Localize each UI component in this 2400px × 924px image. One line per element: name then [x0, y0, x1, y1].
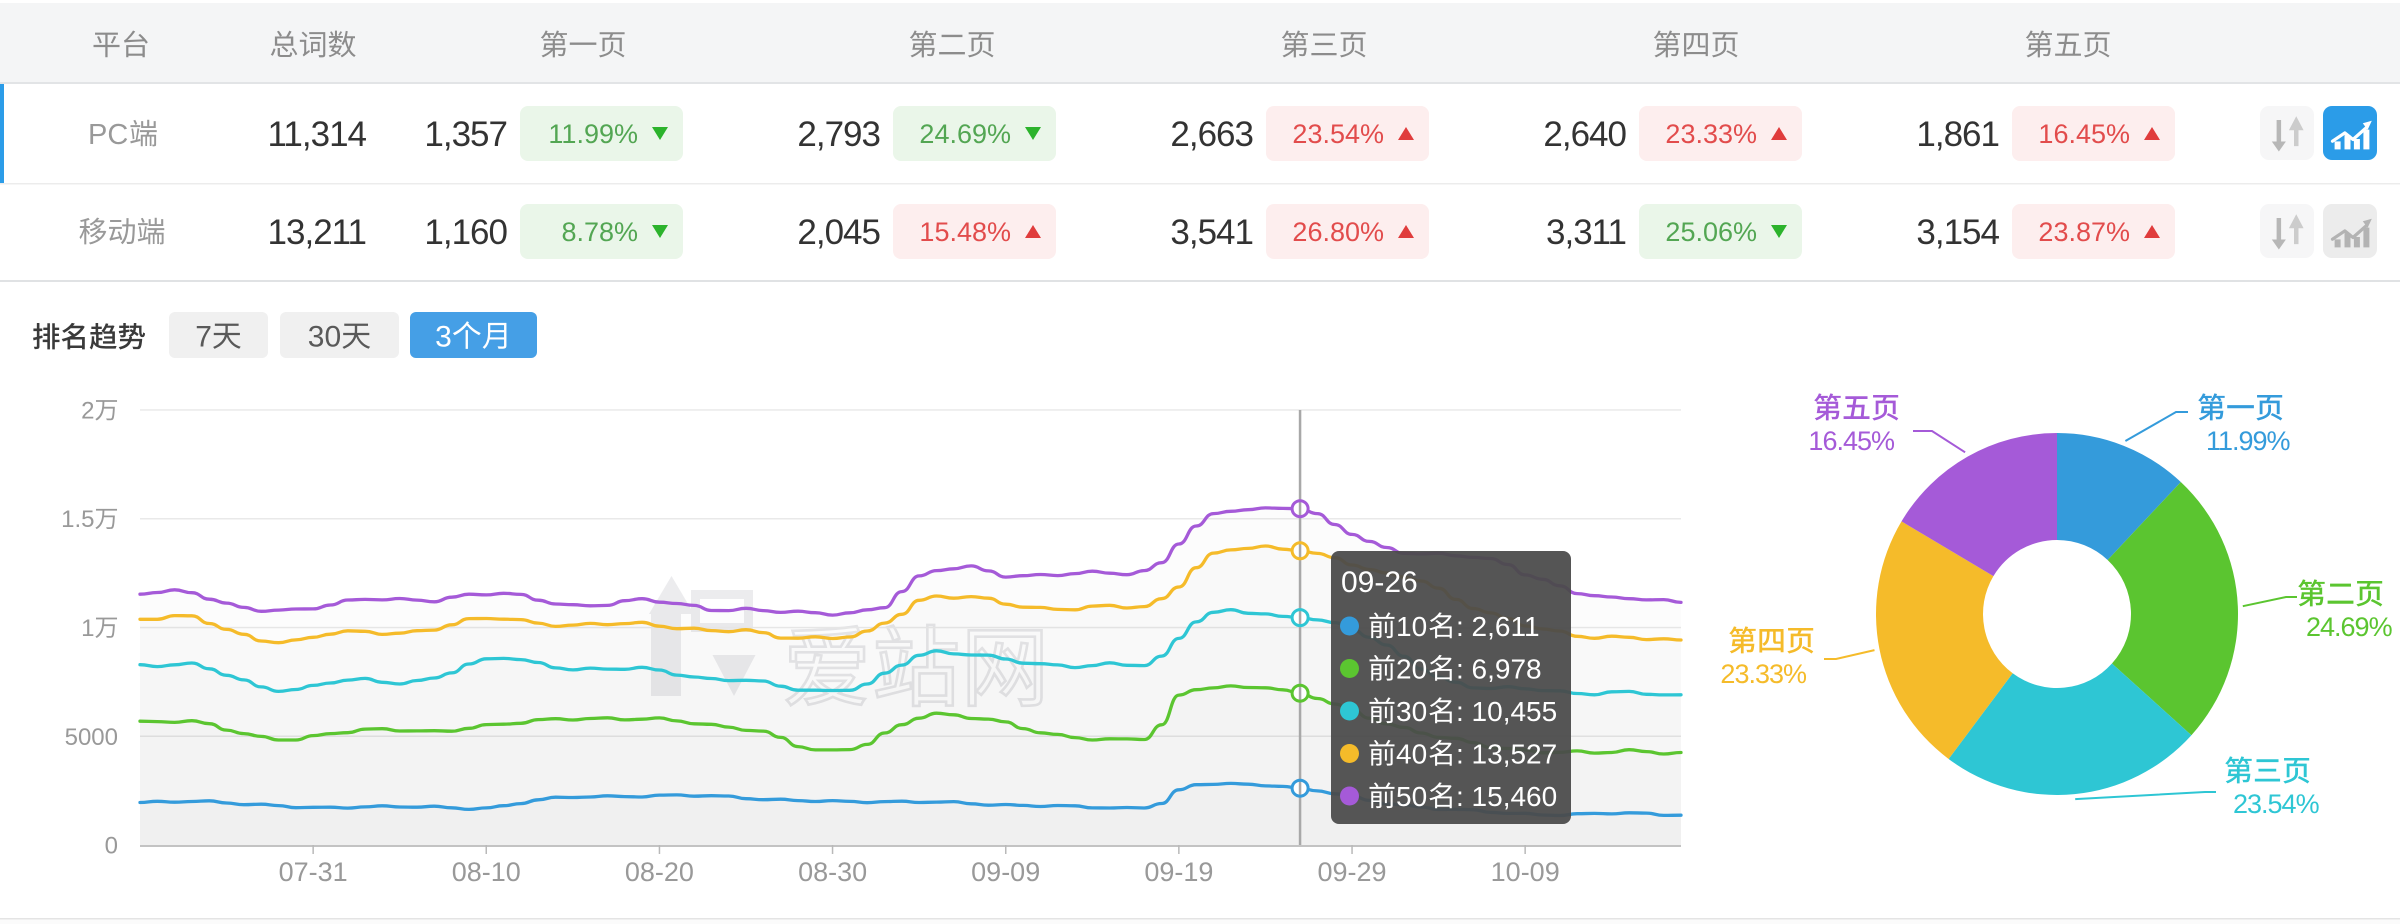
svg-text:24.69%: 24.69%	[2306, 612, 2393, 642]
svg-text:1,160: 1,160	[424, 213, 507, 252]
svg-text:50: 50	[1396, 781, 1427, 812]
svg-text:2,793: 2,793	[797, 115, 880, 154]
svg-text:8.78%: 8.78%	[561, 217, 638, 247]
svg-text:3,154: 3,154	[1916, 213, 1999, 252]
svg-text:15.48%: 15.48%	[919, 217, 1011, 247]
svg-text:20: 20	[1396, 654, 1427, 685]
svg-text:: 15,460: : 15,460	[1456, 781, 1557, 812]
svg-text:2,640: 2,640	[1543, 115, 1626, 154]
svg-text:: 2,611: : 2,611	[1456, 611, 1540, 642]
svg-text:1,357: 1,357	[424, 115, 507, 154]
svg-text:3,311: 3,311	[1546, 213, 1626, 252]
svg-text:16.45%: 16.45%	[1808, 426, 1895, 456]
svg-text:07-31: 07-31	[279, 857, 348, 887]
svg-text:13,211: 13,211	[268, 213, 366, 252]
svg-text:26.80%: 26.80%	[1292, 217, 1384, 247]
svg-text:11.99%: 11.99%	[2206, 426, 2291, 456]
svg-text:10: 10	[1396, 611, 1427, 642]
svg-text:3,541: 3,541	[1170, 213, 1253, 252]
svg-text:09-26: 09-26	[1341, 566, 1418, 599]
svg-text:1: 1	[81, 615, 94, 642]
svg-text:30: 30	[1396, 696, 1427, 727]
svg-text:10-09: 10-09	[1491, 857, 1560, 887]
svg-text:23.33%: 23.33%	[1720, 659, 1807, 689]
svg-text:PC: PC	[88, 119, 128, 151]
svg-text:30: 30	[308, 321, 341, 354]
svg-text:3: 3	[435, 321, 452, 354]
svg-text:: 13,527: : 13,527	[1456, 739, 1557, 770]
svg-text:: 10,455: : 10,455	[1456, 696, 1557, 727]
svg-text:11.99%: 11.99%	[548, 119, 638, 149]
svg-text:16.45%: 16.45%	[2038, 119, 2130, 149]
svg-text:: 6,978: : 6,978	[1456, 654, 1542, 685]
svg-text:23.33%: 23.33%	[1665, 119, 1757, 149]
svg-text:23.54%: 23.54%	[1292, 119, 1384, 149]
svg-text:25.06%: 25.06%	[1665, 217, 1757, 247]
svg-text:09-19: 09-19	[1144, 857, 1213, 887]
svg-text:1,861: 1,861	[1916, 115, 1999, 154]
svg-text:40: 40	[1396, 739, 1427, 770]
svg-text:0: 0	[105, 833, 118, 860]
svg-text:2: 2	[81, 398, 94, 425]
svg-text:08-10: 08-10	[452, 857, 521, 887]
svg-text:5000: 5000	[65, 724, 118, 751]
svg-text:2,663: 2,663	[1170, 115, 1253, 154]
svg-text:23.54%: 23.54%	[2233, 789, 2320, 819]
svg-text:09-29: 09-29	[1317, 857, 1386, 887]
svg-text:09-09: 09-09	[971, 857, 1040, 887]
svg-text:2,045: 2,045	[797, 213, 880, 252]
svg-text:1.5: 1.5	[61, 506, 94, 533]
svg-text:23.87%: 23.87%	[2038, 217, 2130, 247]
svg-text:7: 7	[195, 321, 212, 354]
svg-text:08-20: 08-20	[625, 857, 694, 887]
svg-text:24.69%: 24.69%	[919, 119, 1011, 149]
svg-text:11,314: 11,314	[268, 115, 367, 154]
svg-text:08-30: 08-30	[798, 857, 867, 887]
